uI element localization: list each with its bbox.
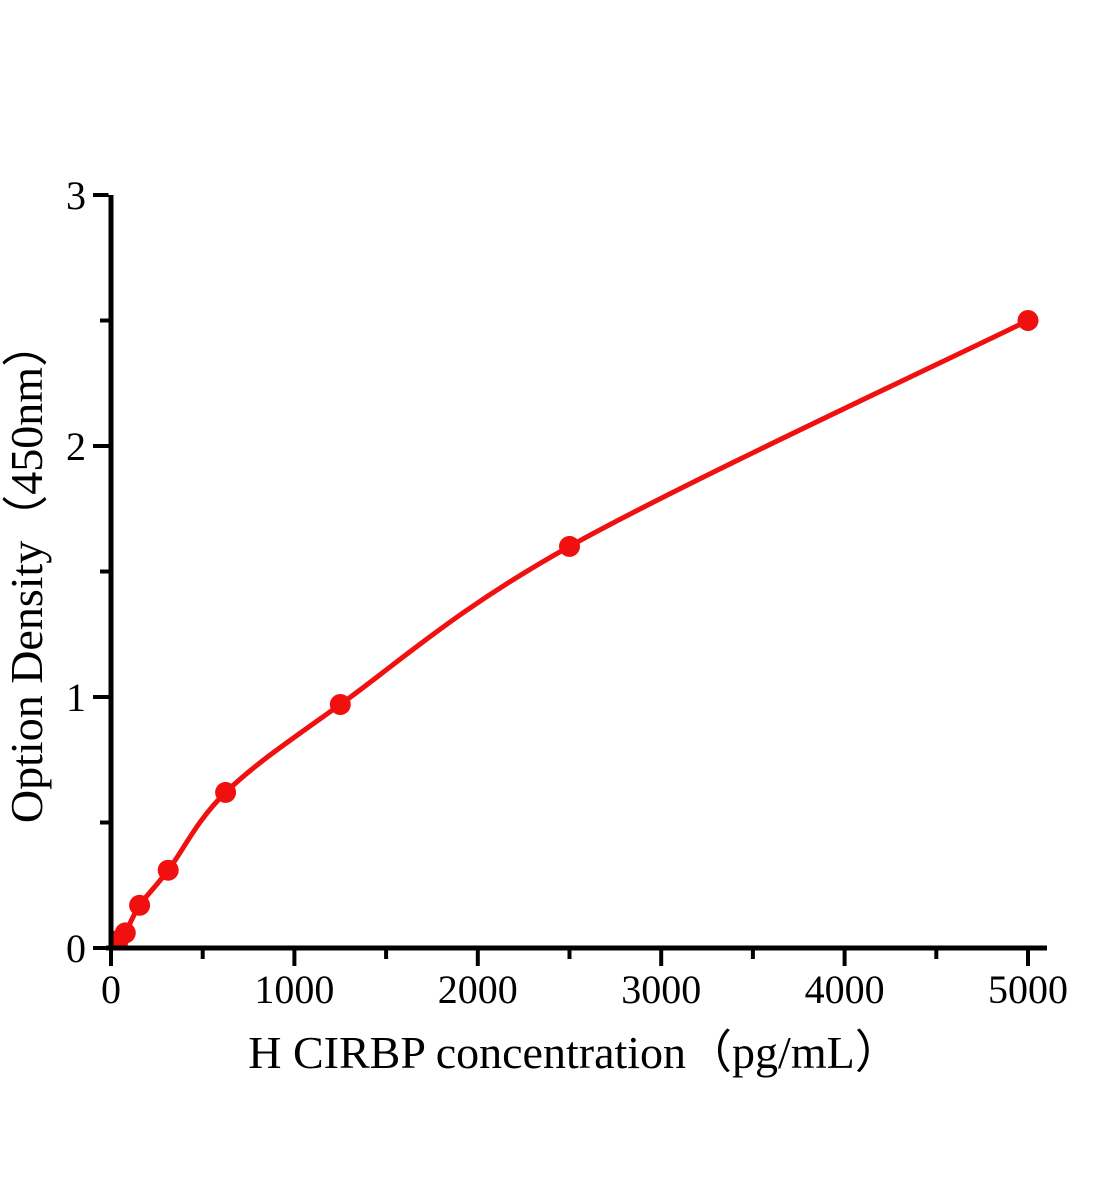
data-point-marker: [129, 894, 151, 916]
data-point-marker: [215, 781, 237, 803]
x-tick-label: 2000: [438, 967, 518, 1012]
y-tick-label: 1: [66, 675, 86, 720]
fit-curve: [116, 318, 1030, 943]
x-tick-label: 1000: [254, 967, 334, 1012]
y-tick-label: 2: [66, 424, 86, 469]
data-point-marker: [157, 859, 179, 881]
data-point-marker: [114, 922, 136, 944]
y-tick-label: 0: [66, 926, 86, 971]
x-tick-label: 3000: [621, 967, 701, 1012]
data-point-marker: [329, 694, 351, 715]
y-tick-label: 3: [66, 173, 86, 218]
x-tick-label: 5000: [988, 967, 1068, 1012]
y-axis-title: Option Density（450nm）: [1, 321, 52, 823]
x-tick-label: 0: [101, 967, 121, 1012]
data-point-marker: [559, 535, 580, 557]
x-tick-label: 4000: [805, 967, 885, 1012]
x-axis-title: H CIRBP concentration（pg/mL）: [248, 1027, 900, 1078]
data-point-marker: [1017, 310, 1039, 331]
